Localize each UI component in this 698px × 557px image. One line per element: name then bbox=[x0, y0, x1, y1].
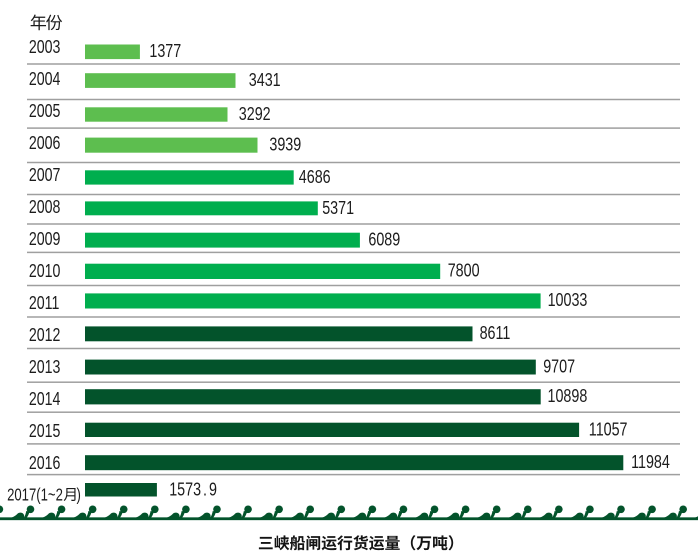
svg-text:11057: 11057 bbox=[589, 419, 628, 440]
svg-text:2010: 2010 bbox=[29, 261, 60, 281]
svg-text:2012: 2012 bbox=[29, 325, 60, 345]
svg-text:): ) bbox=[77, 486, 81, 505]
svg-text:2009: 2009 bbox=[29, 229, 60, 249]
svg-text:2008: 2008 bbox=[29, 197, 60, 217]
svg-text:4686: 4686 bbox=[299, 166, 331, 187]
svg-text:2017(1~2: 2017(1~2 bbox=[7, 486, 63, 505]
svg-text:8611: 8611 bbox=[480, 322, 511, 343]
svg-text:2013: 2013 bbox=[29, 357, 60, 377]
svg-text:2007: 2007 bbox=[29, 165, 60, 185]
svg-text:6089: 6089 bbox=[368, 229, 400, 250]
svg-text:2016: 2016 bbox=[29, 453, 60, 473]
svg-text:3431: 3431 bbox=[249, 69, 281, 90]
svg-text:2004: 2004 bbox=[29, 69, 60, 89]
svg-text:2006: 2006 bbox=[29, 133, 60, 153]
svg-text:7800: 7800 bbox=[448, 260, 480, 281]
svg-text:9707: 9707 bbox=[543, 355, 575, 376]
svg-text:2005: 2005 bbox=[29, 101, 60, 121]
svg-text:3292: 3292 bbox=[239, 103, 271, 124]
svg-text:10898: 10898 bbox=[548, 385, 588, 406]
svg-text:1573.9: 1573. 9 bbox=[169, 479, 217, 500]
svg-text:10033: 10033 bbox=[548, 289, 588, 310]
svg-text:2015: 2015 bbox=[29, 421, 60, 441]
svg-text:1377: 1377 bbox=[149, 40, 181, 61]
svg-text:5371: 5371 bbox=[322, 197, 354, 218]
svg-text:2003: 2003 bbox=[29, 37, 60, 57]
svg-text:2011: 2011 bbox=[29, 293, 59, 313]
svg-text:11984: 11984 bbox=[631, 451, 670, 472]
svg-text:3939: 3939 bbox=[269, 133, 301, 154]
svg-text:2014: 2014 bbox=[29, 389, 60, 409]
